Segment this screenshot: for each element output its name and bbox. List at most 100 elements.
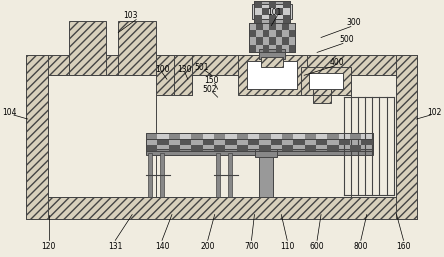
Text: 140: 140: [155, 242, 169, 251]
Bar: [289, 30, 295, 38]
Bar: [283, 1, 290, 8]
Text: 110: 110: [280, 242, 294, 251]
Bar: [282, 38, 289, 45]
Text: 102: 102: [427, 108, 441, 117]
Bar: [238, 56, 307, 95]
Bar: [327, 145, 339, 151]
Text: 800: 800: [353, 242, 368, 251]
Bar: [253, 4, 292, 19]
Bar: [313, 89, 331, 103]
Bar: [361, 139, 373, 145]
Bar: [146, 149, 373, 155]
Bar: [259, 145, 271, 151]
Text: 600: 600: [310, 242, 325, 251]
Bar: [250, 45, 256, 52]
Bar: [180, 139, 191, 145]
Bar: [203, 139, 214, 145]
Bar: [146, 133, 373, 139]
Bar: [293, 139, 305, 145]
Bar: [259, 49, 285, 59]
Bar: [118, 21, 156, 75]
Bar: [350, 145, 361, 151]
Bar: [350, 133, 361, 139]
Text: 103: 103: [123, 11, 138, 20]
Bar: [26, 56, 417, 75]
Bar: [226, 139, 237, 145]
Bar: [262, 57, 283, 67]
Bar: [305, 145, 316, 151]
Bar: [160, 153, 164, 197]
Bar: [254, 15, 262, 23]
Bar: [146, 133, 158, 139]
Bar: [26, 197, 417, 218]
Bar: [158, 139, 169, 145]
Bar: [254, 1, 290, 23]
Bar: [169, 145, 180, 151]
Bar: [305, 133, 316, 139]
Bar: [156, 56, 174, 95]
Text: 150: 150: [204, 76, 219, 85]
Bar: [214, 145, 226, 151]
Text: 200: 200: [201, 242, 215, 251]
Bar: [316, 139, 327, 145]
Bar: [250, 30, 256, 38]
Text: 400: 400: [329, 58, 344, 67]
Bar: [216, 153, 220, 197]
Bar: [262, 45, 269, 52]
Bar: [271, 139, 282, 145]
Bar: [237, 133, 248, 139]
Bar: [256, 38, 262, 45]
Bar: [256, 23, 262, 30]
Bar: [262, 30, 269, 38]
Text: 120: 120: [41, 242, 56, 251]
Bar: [309, 73, 343, 89]
Bar: [146, 139, 373, 151]
Bar: [327, 133, 339, 139]
Bar: [276, 45, 282, 52]
Bar: [169, 133, 180, 139]
Bar: [250, 23, 295, 52]
Bar: [255, 149, 278, 157]
Bar: [396, 56, 417, 218]
Bar: [148, 153, 152, 197]
Bar: [228, 153, 232, 197]
Bar: [339, 139, 350, 145]
Bar: [282, 133, 293, 139]
Bar: [237, 145, 248, 151]
Bar: [174, 56, 192, 95]
Bar: [146, 133, 373, 139]
Bar: [247, 61, 297, 89]
Bar: [259, 133, 271, 139]
Text: 104: 104: [3, 108, 17, 117]
Bar: [250, 23, 295, 52]
Bar: [146, 145, 158, 151]
Bar: [259, 153, 274, 197]
Bar: [254, 1, 290, 23]
Bar: [269, 15, 276, 23]
Bar: [301, 67, 351, 95]
Bar: [146, 139, 373, 151]
Bar: [191, 145, 203, 151]
Text: 130: 130: [178, 65, 192, 74]
Bar: [276, 30, 282, 38]
Text: 131: 131: [108, 242, 123, 251]
Text: 501: 501: [194, 63, 209, 72]
Bar: [68, 21, 106, 75]
Text: 160: 160: [396, 242, 411, 251]
Bar: [214, 133, 226, 139]
Bar: [289, 45, 295, 52]
Bar: [269, 38, 276, 45]
Text: 101: 101: [267, 8, 281, 17]
Bar: [269, 1, 276, 8]
Text: 100: 100: [155, 65, 169, 74]
Bar: [269, 23, 276, 30]
Text: 500: 500: [340, 35, 354, 44]
Bar: [262, 8, 269, 15]
Bar: [254, 1, 262, 8]
Bar: [248, 139, 259, 145]
Text: 300: 300: [346, 18, 361, 27]
Bar: [283, 15, 290, 23]
Bar: [282, 145, 293, 151]
Bar: [191, 133, 203, 139]
Text: 502: 502: [202, 85, 217, 94]
